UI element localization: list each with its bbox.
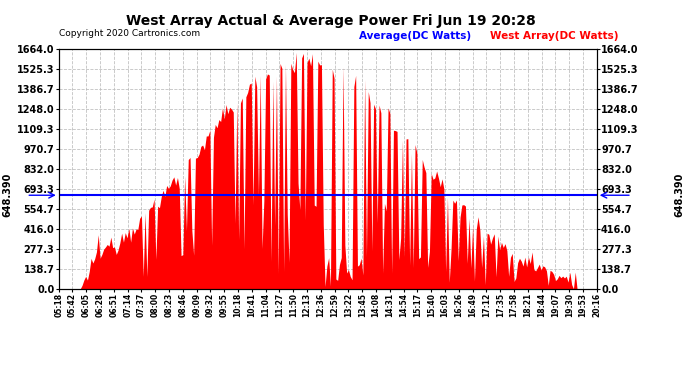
- Text: Copyright 2020 Cartronics.com: Copyright 2020 Cartronics.com: [59, 29, 200, 38]
- Text: 648.390: 648.390: [675, 173, 684, 217]
- Text: West Array(DC Watts): West Array(DC Watts): [490, 31, 618, 40]
- Text: 648.390: 648.390: [2, 173, 12, 217]
- Text: West Array Actual & Average Power Fri Jun 19 20:28: West Array Actual & Average Power Fri Ju…: [126, 13, 536, 28]
- Text: Average(DC Watts): Average(DC Watts): [359, 31, 471, 40]
